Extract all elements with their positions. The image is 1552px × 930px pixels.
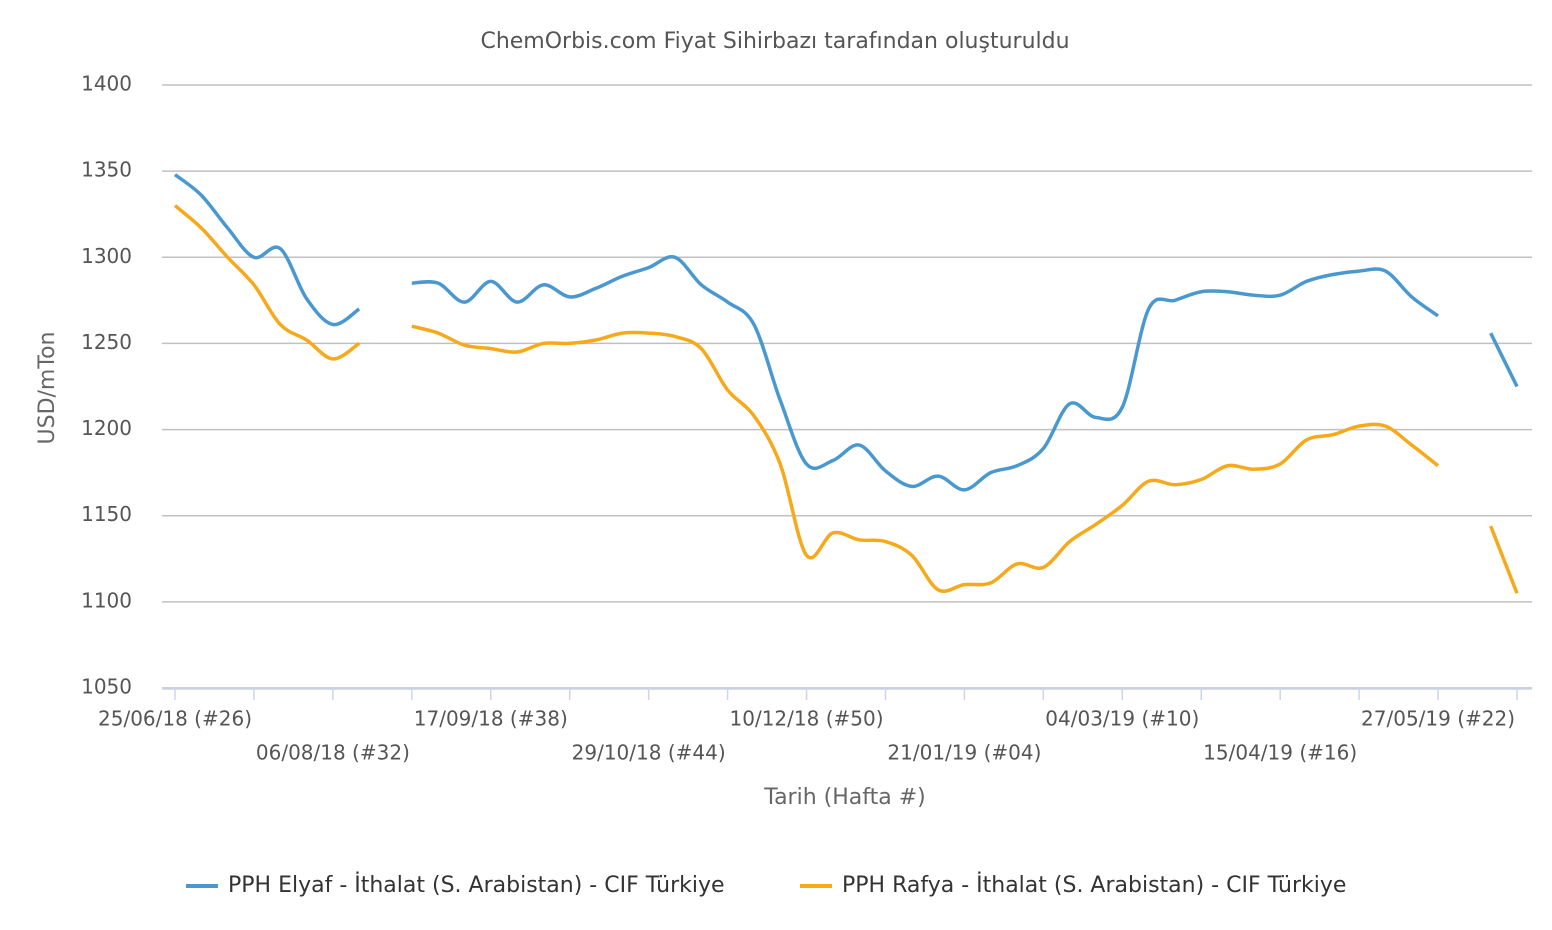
x-tick-label: 21/01/19 (#04) bbox=[887, 741, 1041, 765]
series-line bbox=[411, 324, 1440, 593]
y-tick-label: 1300 bbox=[81, 244, 132, 268]
legend-label: PPH Elyaf - İthalat (S. Arabistan) - CIF… bbox=[228, 872, 725, 898]
series-line bbox=[173, 204, 361, 361]
series-line bbox=[1489, 525, 1519, 594]
x-axis-label: Tarih (Hafta #) bbox=[763, 785, 925, 810]
x-tick-label: 27/05/19 (#22) bbox=[1361, 707, 1515, 731]
y-axis-label: USD/mTon bbox=[35, 332, 60, 445]
series-line bbox=[411, 255, 1440, 492]
y-tick-label: 1100 bbox=[81, 588, 132, 612]
x-tick-label: 17/09/18 (#38) bbox=[414, 707, 568, 731]
x-tick-label: 29/10/18 (#44) bbox=[572, 741, 726, 765]
y-tick-label: 1250 bbox=[81, 330, 132, 354]
x-tick-label: 04/03/19 (#10) bbox=[1045, 707, 1199, 731]
legend-label: PPH Rafya - İthalat (S. Arabistan) - CIF… bbox=[842, 872, 1346, 898]
series-line bbox=[173, 173, 361, 327]
y-tick-label: 1350 bbox=[81, 158, 132, 182]
y-tick-label: 1400 bbox=[81, 72, 132, 96]
series-line bbox=[1489, 332, 1519, 388]
y-tick-label: 1050 bbox=[81, 675, 132, 699]
x-tick-label: 25/06/18 (#26) bbox=[98, 707, 252, 731]
chart-title: ChemOrbis.com Fiyat Sihirbazı tarafından… bbox=[480, 29, 1069, 54]
y-tick-label: 1150 bbox=[81, 502, 132, 526]
x-tick-label: 10/12/18 (#50) bbox=[730, 707, 884, 731]
x-tick-label: 15/04/19 (#16) bbox=[1203, 741, 1357, 765]
y-tick-label: 1200 bbox=[81, 416, 132, 440]
x-tick-label: 06/08/18 (#32) bbox=[256, 741, 410, 765]
